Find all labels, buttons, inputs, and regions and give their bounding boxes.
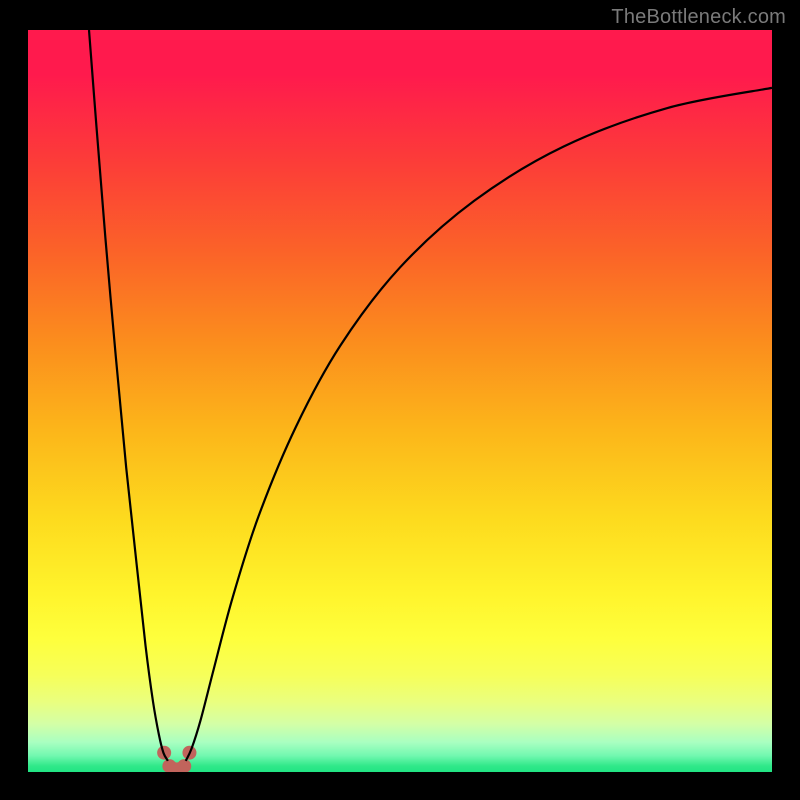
curve-layer (28, 30, 772, 772)
figure-canvas: TheBottleneck.com (0, 0, 800, 800)
curve-left-branch (89, 30, 168, 761)
marker-dot (177, 759, 191, 772)
curve-right-branch (186, 88, 772, 761)
plot-area (28, 30, 772, 772)
watermark-text: TheBottleneck.com (611, 6, 786, 29)
